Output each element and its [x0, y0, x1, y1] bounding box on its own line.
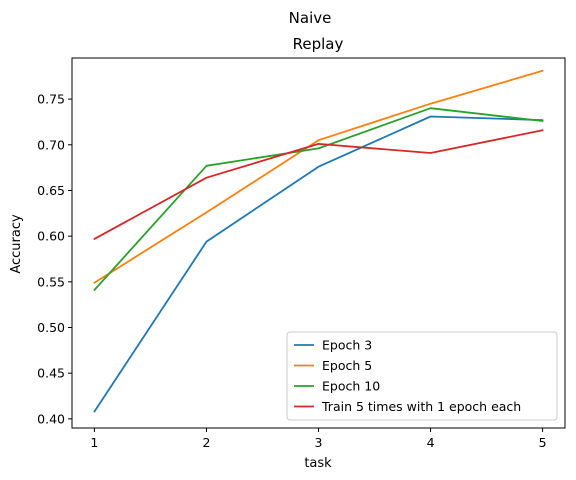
chart-title: Replay	[293, 35, 344, 53]
y-tick-label: 0.45	[37, 366, 65, 381]
x-tick-label: 4	[427, 435, 435, 450]
y-tick-label: 0.60	[37, 229, 65, 244]
chart-suptitle: Naive	[289, 9, 332, 27]
legend-entry: Epoch 3	[322, 338, 372, 353]
legend-entry: Epoch 5	[322, 358, 372, 373]
x-tick-label: 2	[202, 435, 210, 450]
series-line-2	[93, 69, 544, 284]
x-tick-label: 1	[90, 435, 98, 450]
series-line-4	[93, 129, 544, 240]
x-tick-label: 5	[539, 435, 547, 450]
y-tick-label: 0.70	[37, 137, 65, 152]
series-line-1	[93, 115, 544, 413]
y-tick-label: 0.75	[37, 92, 65, 107]
y-tick-label: 0.40	[37, 411, 65, 426]
legend-entry: Epoch 10	[322, 379, 380, 394]
legend-box	[286, 331, 558, 421]
series-line-3	[93, 107, 544, 291]
plot-area: 1 2 3 4 5 0.40 0.45 0.50 0.55 0.60 0.65 0.70 0.75 Epo…	[37, 57, 566, 450]
legend-entry: Train 5 times with 1 epoch each	[321, 399, 521, 414]
y-tick-label: 0.55	[37, 274, 65, 289]
x-axis-label: task	[304, 456, 332, 471]
y-tick-label: 0.50	[37, 320, 65, 335]
x-tick-label: 3	[315, 435, 323, 450]
y-tick-label: 0.65	[37, 183, 65, 198]
y-axis-label: Accuracy	[9, 214, 24, 274]
